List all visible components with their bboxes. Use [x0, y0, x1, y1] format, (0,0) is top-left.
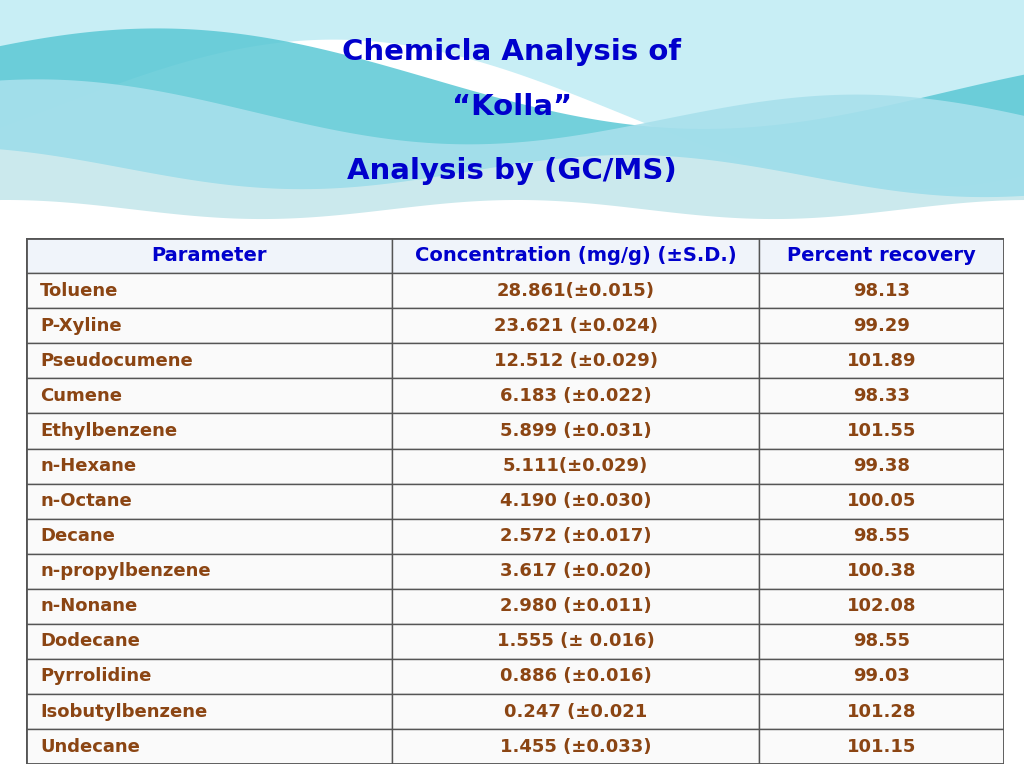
Text: Dodecane: Dodecane [40, 632, 140, 650]
Bar [759, 238, 1004, 273]
Bar [392, 589, 759, 624]
Text: 100.38: 100.38 [847, 562, 916, 581]
Bar [392, 449, 759, 484]
Text: 99.03: 99.03 [853, 667, 909, 686]
Bar [759, 554, 1004, 589]
Text: Cumene: Cumene [40, 387, 122, 405]
Bar [759, 518, 1004, 554]
Text: Chemicla Analysis of: Chemicla Analysis of [342, 38, 682, 66]
Bar [392, 273, 759, 308]
Bar [26, 273, 392, 308]
Text: 98.55: 98.55 [853, 527, 909, 545]
Text: Pseudocumene: Pseudocumene [40, 352, 193, 370]
Bar [392, 308, 759, 343]
Text: 2.980 (±0.011): 2.980 (±0.011) [500, 598, 651, 615]
Text: P-Xyline: P-Xyline [40, 316, 122, 335]
Text: Parameter: Parameter [152, 246, 266, 265]
Bar [26, 554, 392, 589]
Bar [759, 484, 1004, 518]
Text: 101.55: 101.55 [847, 422, 915, 440]
Bar [26, 449, 392, 484]
Text: 101.28: 101.28 [847, 703, 916, 720]
Text: Undecane: Undecane [40, 737, 140, 756]
Text: 5.899 (±0.031): 5.899 (±0.031) [500, 422, 651, 440]
Text: 99.38: 99.38 [853, 457, 909, 475]
Bar [26, 659, 392, 694]
Bar [392, 554, 759, 589]
Bar [392, 624, 759, 659]
Bar [392, 694, 759, 729]
Text: 0.247 (±0.021: 0.247 (±0.021 [504, 703, 647, 720]
Text: 102.08: 102.08 [847, 598, 916, 615]
Bar [26, 379, 392, 413]
Bar [26, 413, 392, 449]
Text: 98.33: 98.33 [853, 387, 909, 405]
Bar [759, 273, 1004, 308]
Text: 5.111(±0.029): 5.111(±0.029) [503, 457, 648, 475]
Polygon shape [0, 28, 1024, 238]
Text: 2.572 (±0.017): 2.572 (±0.017) [500, 527, 651, 545]
Bar [759, 624, 1004, 659]
Text: 1.555 (± 0.016): 1.555 (± 0.016) [497, 632, 654, 650]
Text: “Kolla”: “Kolla” [452, 93, 572, 121]
Text: 3.617 (±0.020): 3.617 (±0.020) [500, 562, 651, 581]
Bar [392, 659, 759, 694]
Bar [392, 729, 759, 764]
Bar [759, 379, 1004, 413]
Bar [26, 343, 392, 379]
Text: n-Hexane: n-Hexane [40, 457, 136, 475]
Text: Analysis by (GC/MS): Analysis by (GC/MS) [347, 157, 677, 185]
Bar [26, 694, 392, 729]
Bar [26, 484, 392, 518]
Text: 99.29: 99.29 [853, 316, 909, 335]
Polygon shape [0, 200, 1024, 238]
Text: Percent recovery: Percent recovery [786, 246, 976, 265]
Text: 101.89: 101.89 [847, 352, 916, 370]
Text: 4.190 (±0.030): 4.190 (±0.030) [500, 492, 651, 510]
Text: 0.886 (±0.016): 0.886 (±0.016) [500, 667, 651, 686]
Text: n-Nonane: n-Nonane [40, 598, 137, 615]
Bar [392, 343, 759, 379]
Polygon shape [0, 79, 1024, 238]
Text: Concentration (mg/g) (±S.D.): Concentration (mg/g) (±S.D.) [415, 246, 736, 265]
Text: n-Octane: n-Octane [40, 492, 132, 510]
Bar [759, 659, 1004, 694]
Bar [759, 694, 1004, 729]
Bar [26, 238, 392, 273]
Text: Isobutylbenzene: Isobutylbenzene [40, 703, 208, 720]
Bar [26, 729, 392, 764]
Bar [392, 484, 759, 518]
Text: 1.455 (±0.033): 1.455 (±0.033) [500, 737, 651, 756]
Bar [759, 413, 1004, 449]
Text: 98.55: 98.55 [853, 632, 909, 650]
Bar [26, 308, 392, 343]
Bar [759, 449, 1004, 484]
Text: n-propylbenzene: n-propylbenzene [40, 562, 211, 581]
Bar [26, 624, 392, 659]
Bar [392, 379, 759, 413]
Text: Ethylbenzene: Ethylbenzene [40, 422, 177, 440]
Polygon shape [0, 0, 1024, 189]
Bar [392, 413, 759, 449]
Text: Toluene: Toluene [40, 282, 119, 300]
Text: 12.512 (±0.029): 12.512 (±0.029) [494, 352, 657, 370]
Text: Decane: Decane [40, 527, 115, 545]
Bar [26, 589, 392, 624]
Bar [392, 518, 759, 554]
Text: 23.621 (±0.024): 23.621 (±0.024) [494, 316, 657, 335]
Text: 101.15: 101.15 [847, 737, 915, 756]
Bar [759, 308, 1004, 343]
Bar [759, 589, 1004, 624]
Text: 100.05: 100.05 [847, 492, 915, 510]
Text: 98.13: 98.13 [853, 282, 909, 300]
Text: 28.861(±0.015): 28.861(±0.015) [497, 282, 654, 300]
Polygon shape [0, 149, 1024, 238]
Text: 6.183 (±0.022): 6.183 (±0.022) [500, 387, 651, 405]
Text: Pyrrolidine: Pyrrolidine [40, 667, 152, 686]
Bar [26, 518, 392, 554]
Bar [392, 238, 759, 273]
Bar [759, 343, 1004, 379]
Bar [759, 729, 1004, 764]
